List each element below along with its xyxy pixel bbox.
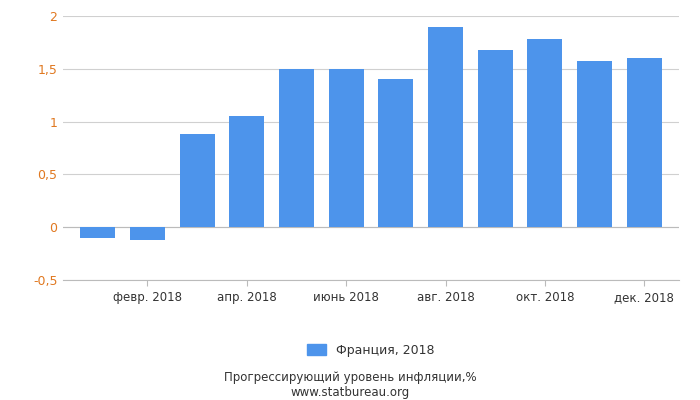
- Bar: [428, 26, 463, 227]
- Bar: [478, 50, 512, 227]
- Bar: [379, 79, 413, 227]
- Text: Прогрессирующий уровень инфляции,%: Прогрессирующий уровень инфляции,%: [224, 372, 476, 384]
- Bar: [528, 39, 562, 227]
- Bar: [130, 227, 164, 240]
- Bar: [180, 134, 214, 227]
- Text: www.statbureau.org: www.statbureau.org: [290, 386, 410, 399]
- Bar: [578, 62, 612, 227]
- Bar: [279, 69, 314, 227]
- Bar: [80, 227, 116, 238]
- Bar: [626, 58, 662, 227]
- Legend: Франция, 2018: Франция, 2018: [302, 339, 440, 362]
- Bar: [230, 116, 264, 227]
- Bar: [329, 69, 363, 227]
